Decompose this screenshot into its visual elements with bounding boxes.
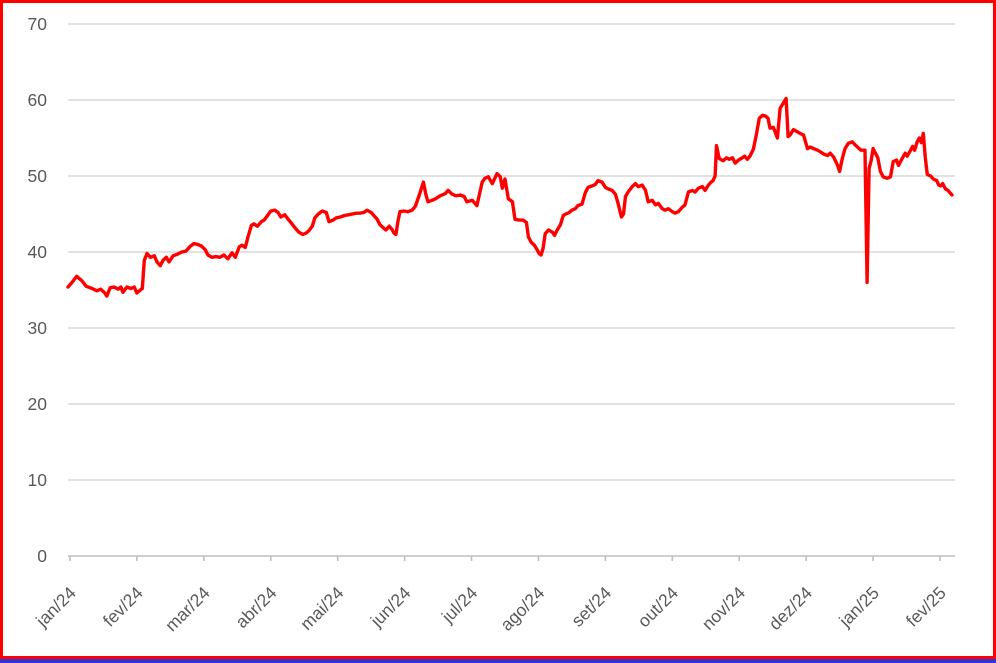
x-axis-label: jul/24 (437, 583, 482, 628)
x-axis-label: jun/24 (366, 583, 415, 632)
y-axis-label: 0 (37, 546, 47, 566)
series-line (66, 96, 954, 298)
y-axis-label: 10 (28, 470, 48, 490)
x-axis-label: dez/24 (765, 583, 816, 634)
y-axis-label: 40 (28, 242, 48, 262)
y-axis-label: 70 (28, 14, 48, 34)
x-axis-label: jan/24 (31, 583, 80, 632)
y-axis-label: 30 (28, 318, 48, 338)
y-axis-label: 20 (28, 394, 48, 414)
x-axis-label: ago/24 (496, 583, 548, 635)
x-axis-label: fev/24 (99, 583, 147, 631)
y-axis-label: 60 (28, 90, 48, 110)
x-axis-label: set/24 (567, 583, 615, 631)
gridlines (68, 23, 955, 557)
x-axis-label: fev/25 (902, 583, 950, 631)
y-axis-labels: 0 10 20 30 40 50 60 70 (28, 14, 48, 566)
x-axis-label: abr/24 (231, 583, 280, 632)
x-axis-label: mai/24 (296, 583, 347, 634)
x-axis-label: out/24 (634, 582, 683, 631)
x-axis-label: jan/25 (834, 583, 883, 632)
x-axis-label: mar/24 (161, 582, 214, 635)
window-bottom-edge (0, 659, 996, 663)
y-axis-label: 50 (28, 166, 48, 186)
x-axis-label: nov/24 (698, 583, 749, 634)
x-axis (69, 556, 941, 561)
x-axis-labels: jan/24 fev/24 mar/24 abr/24 mai/24 jun/24 jul/… (31, 582, 950, 635)
price-line (66, 96, 954, 298)
